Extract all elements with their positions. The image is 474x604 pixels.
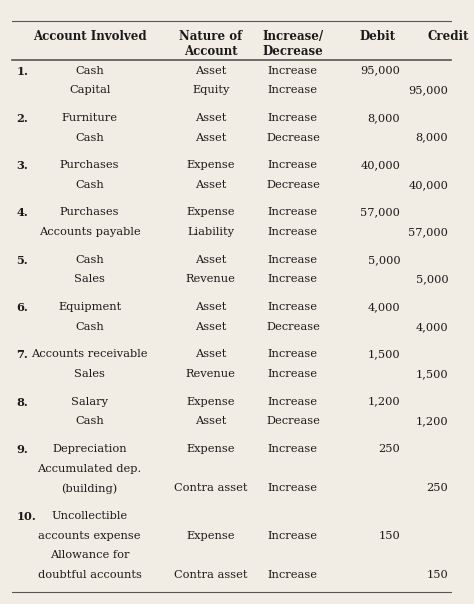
Text: 40,000: 40,000 (409, 180, 448, 190)
Text: Asset: Asset (195, 133, 227, 143)
Text: Increase: Increase (268, 160, 318, 170)
Text: Increase: Increase (268, 349, 318, 359)
Text: 10.: 10. (17, 511, 36, 522)
Text: 57,000: 57,000 (360, 207, 400, 217)
Text: Increase: Increase (268, 302, 318, 312)
Text: Cash: Cash (75, 133, 104, 143)
Text: 7.: 7. (17, 349, 28, 360)
Text: accounts expense: accounts expense (38, 530, 141, 541)
Text: Accounts payable: Accounts payable (39, 227, 140, 237)
Text: Asset: Asset (195, 302, 227, 312)
Text: Contra asset: Contra asset (174, 570, 247, 580)
Text: Asset: Asset (195, 322, 227, 332)
Text: Decrease: Decrease (266, 322, 320, 332)
Text: Decrease: Decrease (266, 133, 320, 143)
Text: Sales: Sales (74, 369, 105, 379)
Text: Increase/
Decrease: Increase/ Decrease (262, 30, 323, 58)
Text: 9.: 9. (17, 444, 28, 455)
Text: Increase: Increase (268, 483, 318, 493)
Text: Accounts receivable: Accounts receivable (31, 349, 148, 359)
Text: Increase: Increase (268, 113, 318, 123)
Text: 8.: 8. (17, 397, 28, 408)
Text: Equipment: Equipment (58, 302, 121, 312)
Text: 4.: 4. (17, 207, 28, 219)
Text: 95,000: 95,000 (409, 85, 448, 95)
Text: Increase: Increase (268, 85, 318, 95)
Text: 6.: 6. (17, 302, 28, 313)
Text: Furniture: Furniture (62, 113, 118, 123)
Text: 5.: 5. (17, 255, 28, 266)
Text: Purchases: Purchases (60, 207, 119, 217)
Text: Equity: Equity (192, 85, 229, 95)
Text: 150: 150 (379, 530, 400, 541)
Text: Increase: Increase (268, 207, 318, 217)
Text: Increase: Increase (268, 66, 318, 76)
Text: 5,000: 5,000 (368, 255, 400, 265)
Text: 250: 250 (379, 444, 400, 454)
Text: Increase: Increase (268, 530, 318, 541)
Text: Depreciation: Depreciation (52, 444, 127, 454)
Text: Expense: Expense (186, 160, 235, 170)
Text: Allowance for: Allowance for (50, 550, 129, 561)
Text: Accumulated dep.: Accumulated dep. (37, 464, 142, 474)
Text: Increase: Increase (268, 255, 318, 265)
Text: 150: 150 (427, 570, 448, 580)
Text: 8,000: 8,000 (368, 113, 400, 123)
Text: Revenue: Revenue (186, 369, 236, 379)
Text: 4,000: 4,000 (368, 302, 400, 312)
Text: Credit: Credit (428, 30, 469, 43)
Text: Decrease: Decrease (266, 180, 320, 190)
Text: Purchases: Purchases (60, 160, 119, 170)
Text: Asset: Asset (195, 255, 227, 265)
Text: Decrease: Decrease (266, 416, 320, 426)
Text: Uncollectible: Uncollectible (52, 511, 128, 521)
Text: Increase: Increase (268, 369, 318, 379)
Text: 57,000: 57,000 (409, 227, 448, 237)
Text: Cash: Cash (75, 180, 104, 190)
Text: Expense: Expense (186, 207, 235, 217)
Text: 95,000: 95,000 (360, 66, 400, 76)
Text: Salary: Salary (71, 397, 108, 406)
Text: 1,500: 1,500 (368, 349, 400, 359)
Text: doubtful accounts: doubtful accounts (37, 570, 142, 580)
Text: 5,000: 5,000 (416, 274, 448, 284)
Text: 8,000: 8,000 (416, 133, 448, 143)
Text: Account Involved: Account Involved (33, 30, 146, 43)
Text: Cash: Cash (75, 322, 104, 332)
Text: Debit: Debit (359, 30, 395, 43)
Text: 4,000: 4,000 (416, 322, 448, 332)
Text: Increase: Increase (268, 274, 318, 284)
Text: Asset: Asset (195, 349, 227, 359)
Text: Expense: Expense (186, 444, 235, 454)
Text: 1,500: 1,500 (416, 369, 448, 379)
Text: Revenue: Revenue (186, 274, 236, 284)
Text: 2.: 2. (17, 113, 28, 124)
Text: Cash: Cash (75, 416, 104, 426)
Text: Cash: Cash (75, 66, 104, 76)
Text: Nature of
Account: Nature of Account (179, 30, 242, 58)
Text: Expense: Expense (186, 397, 235, 406)
Text: 1,200: 1,200 (368, 397, 400, 406)
Text: Liability: Liability (187, 227, 234, 237)
Text: Capital: Capital (69, 85, 110, 95)
Text: Asset: Asset (195, 113, 227, 123)
Text: 1,200: 1,200 (416, 416, 448, 426)
Text: Cash: Cash (75, 255, 104, 265)
Text: Increase: Increase (268, 570, 318, 580)
Text: (building): (building) (62, 483, 118, 494)
Text: Increase: Increase (268, 444, 318, 454)
Text: 3.: 3. (17, 160, 28, 171)
Text: 250: 250 (427, 483, 448, 493)
Text: Expense: Expense (186, 530, 235, 541)
Text: 40,000: 40,000 (360, 160, 400, 170)
Text: Asset: Asset (195, 416, 227, 426)
Text: 1.: 1. (17, 66, 28, 77)
Text: Asset: Asset (195, 66, 227, 76)
Text: Contra asset: Contra asset (174, 483, 247, 493)
Text: Sales: Sales (74, 274, 105, 284)
Text: Asset: Asset (195, 180, 227, 190)
Text: Increase: Increase (268, 227, 318, 237)
Text: Increase: Increase (268, 397, 318, 406)
